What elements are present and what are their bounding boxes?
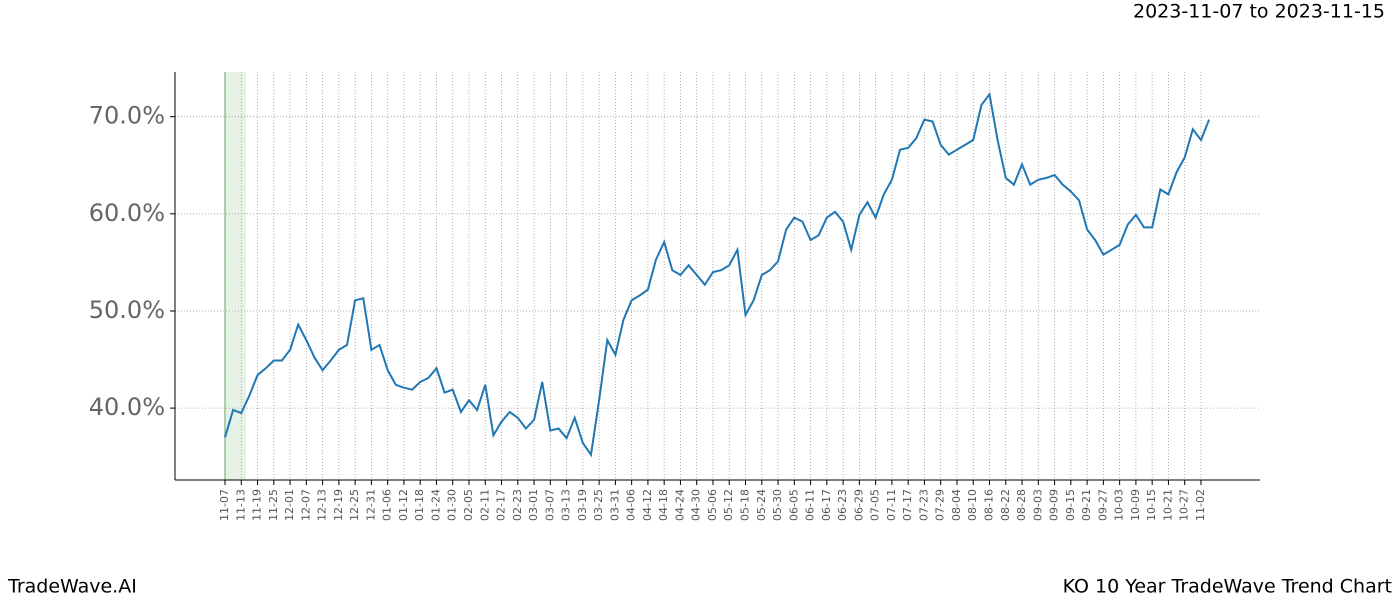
x-tick-label: 12-25 bbox=[348, 489, 361, 521]
x-tick-label: 12-07 bbox=[299, 489, 312, 521]
y-tick-label: 40.0% bbox=[89, 393, 165, 421]
x-tick-label: 09-03 bbox=[1031, 489, 1044, 521]
x-tick-label: 07-11 bbox=[885, 489, 898, 521]
x-tick-label: 09-15 bbox=[1064, 489, 1077, 521]
x-tick-label: 02-05 bbox=[462, 489, 475, 521]
x-tick-label: 12-01 bbox=[283, 489, 296, 521]
footer-right: KO 10 Year TradeWave Trend Chart bbox=[1063, 576, 1392, 598]
x-tick-label: 03-25 bbox=[592, 489, 605, 521]
x-tick-label: 11-25 bbox=[267, 489, 280, 521]
x-tick-label: 07-23 bbox=[917, 489, 930, 521]
x-tick-label: 03-19 bbox=[576, 489, 589, 521]
x-tick-label: 01-06 bbox=[381, 489, 394, 521]
x-tick-label: 08-28 bbox=[1015, 489, 1028, 521]
x-tick-label: 04-30 bbox=[690, 489, 703, 521]
x-tick-label: 02-11 bbox=[478, 489, 491, 521]
x-tick-label: 01-18 bbox=[413, 489, 426, 521]
x-tick-label: 11-07 bbox=[218, 489, 231, 521]
x-tick-label: 11-13 bbox=[234, 489, 247, 521]
x-tick-label: 08-10 bbox=[966, 489, 979, 521]
x-tick-label: 07-05 bbox=[869, 489, 882, 521]
x-tick-label: 02-23 bbox=[511, 489, 524, 521]
trend-line bbox=[224, 91, 1211, 458]
x-tick-label: 04-18 bbox=[657, 489, 670, 521]
x-tick-label: 09-09 bbox=[1048, 489, 1061, 521]
x-tick-label: 09-27 bbox=[1096, 489, 1109, 521]
x-tick-label: 09-21 bbox=[1080, 489, 1093, 521]
x-tick-label: 05-30 bbox=[771, 489, 784, 521]
x-tick-label: 03-13 bbox=[560, 489, 573, 521]
x-tick-label: 11-19 bbox=[251, 489, 264, 521]
x-tick-label: 05-18 bbox=[739, 489, 752, 521]
chart-title: 2023-11-07 to 2023-11-15 bbox=[1133, 1, 1385, 23]
x-tick-label: 10-03 bbox=[1113, 489, 1126, 521]
x-tick-label: 03-07 bbox=[543, 489, 556, 521]
x-tick-label: 06-29 bbox=[852, 489, 865, 521]
x-tick-label: 06-17 bbox=[820, 489, 833, 521]
x-tick-label: 01-30 bbox=[446, 489, 459, 521]
x-tick-label: 08-16 bbox=[983, 489, 996, 521]
highlight-band bbox=[224, 72, 246, 480]
x-tick-label: 05-06 bbox=[706, 489, 719, 521]
x-tick-label: 06-23 bbox=[836, 489, 849, 521]
x-tick-label: 05-24 bbox=[755, 489, 768, 521]
x-tick-label: 10-21 bbox=[1161, 489, 1174, 521]
x-tick-label: 12-31 bbox=[364, 489, 377, 521]
x-tick-label: 06-11 bbox=[804, 489, 817, 521]
x-tick-label: 04-06 bbox=[625, 489, 638, 521]
x-tick-label: 08-22 bbox=[999, 489, 1012, 521]
footer-left: TradeWave.AI bbox=[7, 576, 137, 598]
x-tick-label: 05-12 bbox=[722, 489, 735, 521]
x-tick-label: 03-01 bbox=[527, 489, 540, 521]
y-tick-label: 70.0% bbox=[89, 102, 165, 130]
x-tick-label: 10-15 bbox=[1145, 489, 1158, 521]
x-tick-label: 02-17 bbox=[495, 489, 508, 521]
x-tick-label: 11-02 bbox=[1194, 489, 1207, 521]
x-tick-label: 04-24 bbox=[673, 489, 686, 521]
x-tick-label: 12-13 bbox=[316, 489, 329, 521]
x-tick-label: 03-31 bbox=[608, 489, 621, 521]
x-tick-label: 08-04 bbox=[950, 489, 963, 521]
x-tick-label: 07-17 bbox=[901, 489, 914, 521]
x-tick-label: 07-29 bbox=[934, 489, 947, 521]
x-tick-label: 06-05 bbox=[787, 489, 800, 521]
x-tick-label: 10-27 bbox=[1178, 489, 1191, 521]
x-tick-label: 10-09 bbox=[1129, 489, 1142, 521]
x-tick-label: 01-24 bbox=[429, 489, 442, 521]
y-tick-label: 50.0% bbox=[89, 296, 165, 324]
y-tick-label: 60.0% bbox=[89, 199, 165, 227]
x-tick-label: 12-19 bbox=[332, 489, 345, 521]
x-tick-label: 04-12 bbox=[641, 489, 654, 521]
x-tick-label: 01-12 bbox=[397, 489, 410, 521]
